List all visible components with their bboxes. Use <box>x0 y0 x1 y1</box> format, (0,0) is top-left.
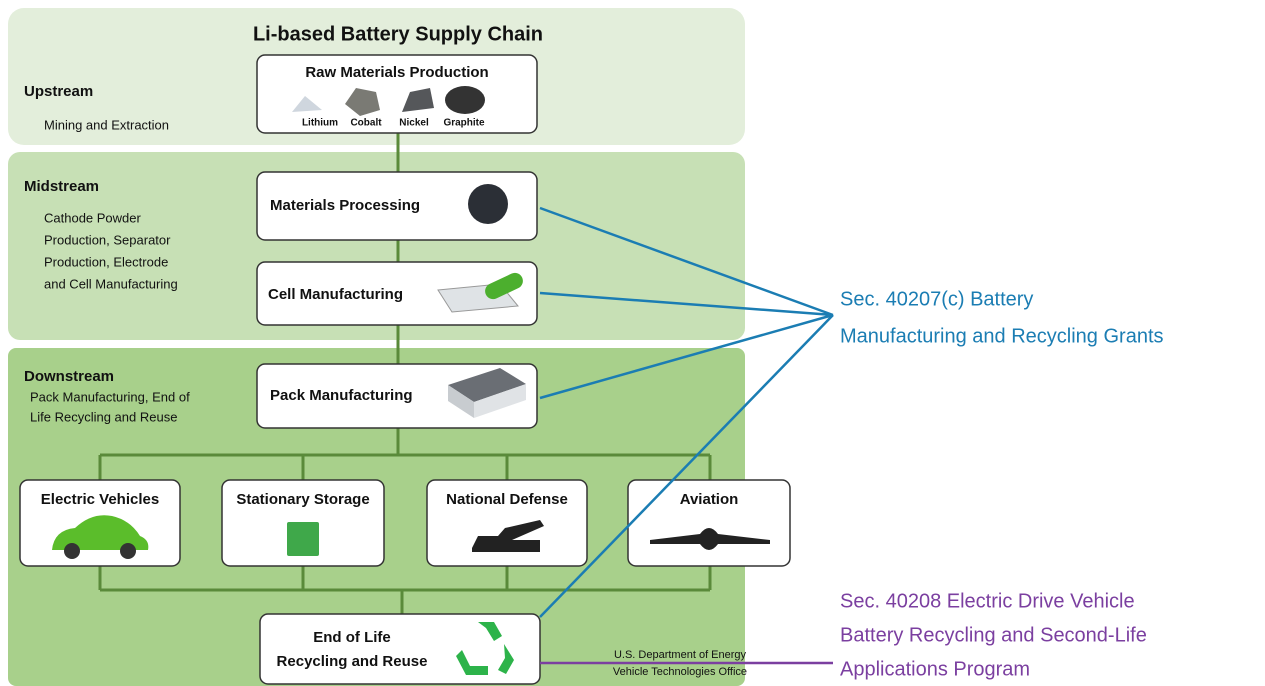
program-label: Battery Recycling and Second-Life <box>840 624 1147 646</box>
section-description: Mining and Extraction <box>44 117 169 132</box>
storage-icon <box>287 522 319 556</box>
stage-label: Pack Manufacturing <box>270 387 413 404</box>
section-label: Upstream <box>24 83 93 100</box>
section-description: and Cell Manufacturing <box>44 276 178 291</box>
end-of-life-label: Recycling and Reuse <box>277 653 428 670</box>
application-label: Electric Vehicles <box>41 491 159 508</box>
program-label: Applications Program <box>840 658 1030 680</box>
end-of-life-box <box>260 614 540 684</box>
stage-label: Cell Manufacturing <box>268 286 403 303</box>
section-label: Midstream <box>24 178 99 195</box>
title: Li-based Battery Supply Chain <box>253 23 543 45</box>
powder-icon <box>468 184 508 224</box>
material-label: Graphite <box>443 118 485 129</box>
end-of-life-label: End of Life <box>313 629 391 646</box>
section-description: Production, Electrode <box>44 254 168 269</box>
application-label: Stationary Storage <box>236 491 369 508</box>
section-description: Pack Manufacturing, End of <box>30 389 190 404</box>
section-description: Cathode Powder <box>44 210 142 225</box>
material-label: Nickel <box>399 118 429 129</box>
material-label: Cobalt <box>350 118 382 129</box>
stage-label: Materials Processing <box>270 197 420 214</box>
program-label: Sec. 40208 Electric Drive Vehicle <box>840 590 1135 612</box>
credit: Vehicle Technologies Office <box>613 666 747 678</box>
material-label: Lithium <box>302 118 338 129</box>
program-label: Manufacturing and Recycling Grants <box>840 325 1164 347</box>
application-label: Aviation <box>680 491 739 508</box>
section-description: Production, Separator <box>44 232 171 247</box>
section-label: Downstream <box>24 368 114 385</box>
section-description: Life Recycling and Reuse <box>30 409 177 424</box>
program-label: Sec. 40207(c) Battery <box>840 288 1033 310</box>
diagram: Li-based Battery Supply Chain Upstream M… <box>0 0 1265 686</box>
application-label: National Defense <box>446 491 568 508</box>
credit: U.S. Department of Energy <box>614 649 747 661</box>
box-label: Raw Materials Production <box>305 64 488 81</box>
